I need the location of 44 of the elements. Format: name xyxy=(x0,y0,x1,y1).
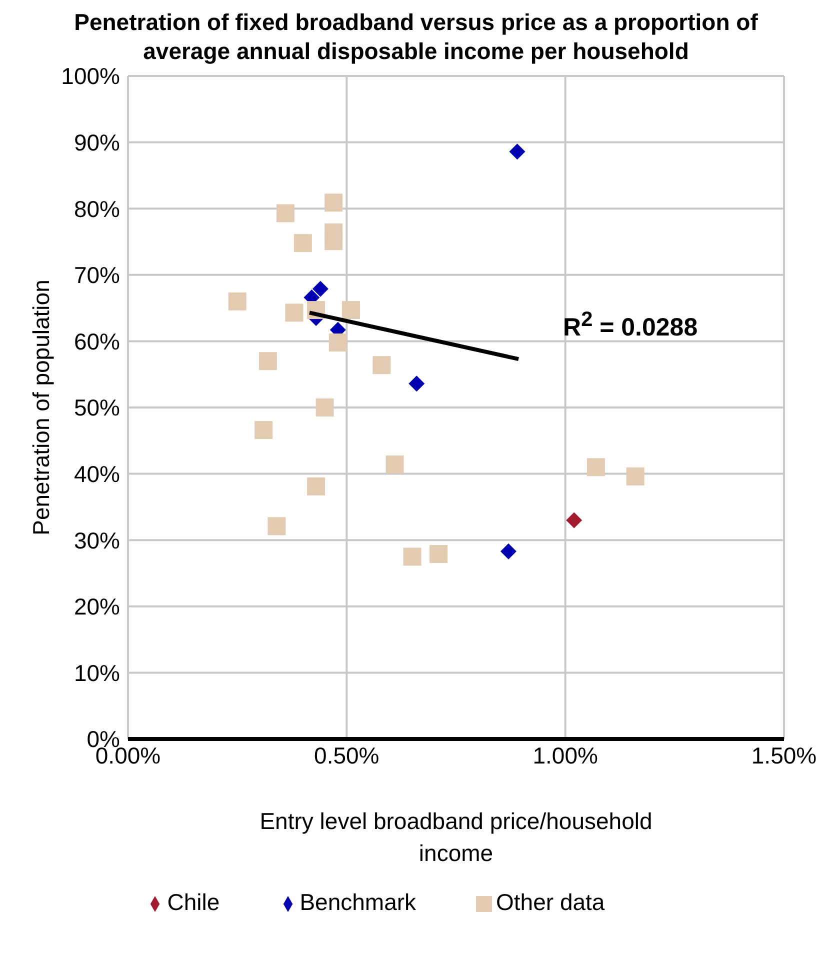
y-tick-label: 30% xyxy=(74,527,120,554)
point xyxy=(316,398,334,416)
y-tick-label: 40% xyxy=(74,460,120,487)
legend-label: Chile xyxy=(167,889,220,915)
point xyxy=(254,421,273,440)
y-tick-label: 50% xyxy=(74,394,120,421)
point xyxy=(626,467,644,486)
x-axis-title: Entry level broadband price/household income xyxy=(260,808,652,866)
legend-label: Benchmark xyxy=(300,889,416,915)
point xyxy=(268,517,286,536)
point xyxy=(342,301,360,320)
point xyxy=(430,545,448,564)
point xyxy=(386,456,404,474)
y-tick-label: 80% xyxy=(74,196,120,222)
y-axis-title: Penetration of population xyxy=(28,280,54,536)
point xyxy=(509,144,526,160)
x-tick-label: 0.50% xyxy=(314,742,380,768)
y-tick-label: 60% xyxy=(74,328,120,354)
point xyxy=(276,204,294,222)
point xyxy=(328,334,347,352)
x-tick-label: 1.00% xyxy=(532,742,598,768)
point xyxy=(586,458,605,476)
legend-label: Other data xyxy=(496,889,605,915)
point xyxy=(408,376,425,392)
point xyxy=(258,352,277,370)
y-tick-label: 20% xyxy=(74,594,120,620)
point xyxy=(324,194,343,212)
y-tick-label: 90% xyxy=(74,129,120,156)
y-tick-label: 10% xyxy=(74,660,120,686)
chart-title: Penetration of fixed broadband versus price as a proportion of average annual disposable income per household xyxy=(74,9,758,64)
point xyxy=(324,232,343,250)
point xyxy=(294,234,312,252)
point xyxy=(500,543,516,560)
point xyxy=(312,280,328,297)
x-tick-label: 1.50% xyxy=(751,742,817,768)
y-tick-label: 70% xyxy=(74,262,120,288)
point xyxy=(403,548,422,566)
point xyxy=(307,477,326,496)
point xyxy=(566,512,582,528)
y-tick-label: 100% xyxy=(61,63,120,90)
point xyxy=(372,356,391,374)
annotation: R$^{2}$ = 0.0288 xyxy=(563,308,698,342)
point xyxy=(228,292,246,310)
point xyxy=(285,304,304,322)
